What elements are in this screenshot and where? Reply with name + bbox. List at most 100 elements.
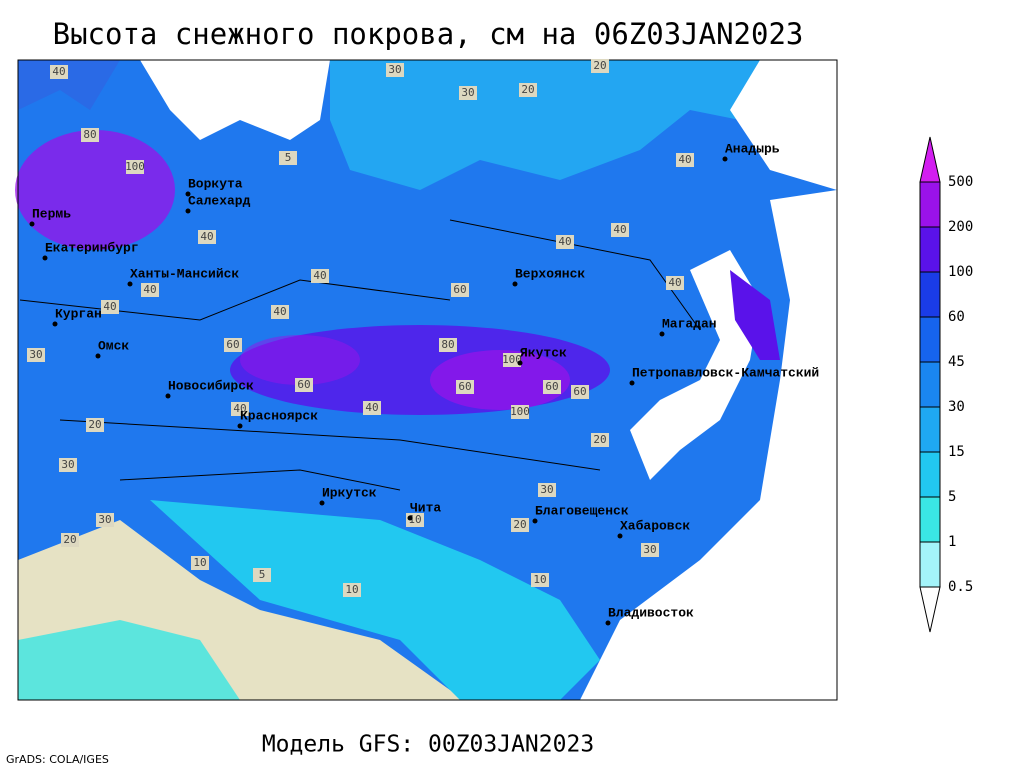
contour-label: 30	[643, 543, 656, 556]
contour-label: 30	[61, 458, 74, 471]
colorbar-label: 5	[948, 489, 956, 505]
contour-label: 80	[83, 128, 96, 141]
contour-label: 40	[558, 235, 571, 248]
contour-label-bg	[538, 483, 556, 497]
title: Высота снежного покрова, см на 06Z03JAN2…	[53, 17, 804, 51]
city-dot	[605, 620, 611, 626]
contour-label: 20	[521, 83, 534, 96]
colorbar-segment	[919, 541, 941, 588]
contour-label: 10	[533, 573, 546, 586]
region	[150, 500, 600, 700]
kamchatka	[730, 270, 780, 360]
contour-label-bg	[439, 338, 457, 352]
contour-label-bg	[253, 568, 271, 582]
contour-label-bg	[666, 276, 684, 290]
sea-of-okhotsk	[630, 250, 760, 480]
contour-label-bg	[224, 338, 242, 352]
contour-label: 40	[143, 283, 156, 296]
contour-label: 60	[226, 338, 239, 351]
colorbar-segment	[919, 316, 941, 363]
contour-label-bg	[556, 235, 574, 249]
contour-label-bg	[641, 543, 659, 557]
contour-label: 20	[593, 59, 606, 72]
sea	[730, 60, 837, 190]
city-dot	[722, 156, 728, 162]
colorbar-label: 45	[948, 354, 965, 370]
city-label: Магадан	[662, 316, 717, 331]
contour-label: 60	[573, 385, 586, 398]
city-dot	[185, 208, 191, 214]
city-dot	[42, 255, 48, 261]
contour-label: 60	[458, 380, 471, 393]
contour-label: 100	[125, 160, 145, 173]
contour-label-bg	[141, 283, 159, 297]
map-frame	[17, 59, 838, 701]
contour-label: 20	[593, 433, 606, 446]
region	[330, 60, 760, 190]
contour-label-bg	[343, 583, 361, 597]
colorbar-segment	[919, 271, 941, 318]
model-label: Модель GFS: 00Z03JAN2023	[262, 732, 594, 758]
colorbar-label: 200	[948, 219, 973, 235]
city-label: Верхоянск	[515, 266, 585, 281]
city-label: Якутск	[520, 345, 567, 360]
colorbar-label: 0.5	[948, 579, 973, 595]
city-label: Новосибирск	[168, 378, 254, 393]
contour-label: 20	[63, 533, 76, 546]
contour-label: 40	[313, 269, 326, 282]
contour-label-bg	[50, 65, 68, 79]
contour-label: 20	[88, 418, 101, 431]
contour-label-bg	[511, 405, 529, 419]
ocean	[580, 190, 837, 700]
contour-label: 40	[103, 300, 116, 313]
city-label: Хабаровск	[620, 518, 690, 533]
contour-label-bg	[191, 556, 209, 570]
contour-label: 40	[668, 276, 681, 289]
credit: GrADS: COLA/IGES	[6, 753, 109, 766]
contour-label-bg	[543, 380, 561, 394]
contour-label-bg	[511, 518, 529, 532]
contour-label: 30	[388, 63, 401, 76]
snow-max	[430, 350, 570, 410]
snow-max	[240, 335, 360, 385]
city-dot	[127, 281, 133, 287]
contour-label-bg	[591, 59, 609, 73]
contour-label-bg	[531, 573, 549, 587]
contour-label-bg	[101, 300, 119, 314]
city-label: Воркута	[188, 176, 243, 191]
city-label: Петропавловск-Камчатский	[632, 365, 819, 380]
contour-label-bg	[591, 433, 609, 447]
contour-label: 80	[441, 338, 454, 351]
colorbar-label: 500	[948, 174, 973, 190]
region	[18, 620, 240, 700]
colorbar-bottom	[919, 586, 941, 633]
contour-label-bg	[311, 269, 329, 283]
city-dot	[185, 191, 191, 197]
city-dot	[52, 321, 58, 327]
city-label: Анадырь	[725, 141, 780, 156]
snow-max	[15, 130, 175, 250]
contour-label: 60	[297, 378, 310, 391]
contour-label-bg	[503, 353, 521, 367]
contour-label-bg	[59, 458, 77, 472]
sea	[140, 60, 330, 140]
contour-label-bg	[295, 378, 313, 392]
city-dot	[165, 393, 171, 399]
colorbar-top	[919, 136, 941, 183]
contour-label: 10	[345, 583, 358, 596]
contour-label: 60	[453, 283, 466, 296]
contour-label-bg	[61, 533, 79, 547]
contour-label-bg	[96, 513, 114, 527]
colorbar-label: 15	[948, 444, 965, 460]
city-label: Екатеринбург	[45, 240, 139, 255]
contour-label-bg	[519, 83, 537, 97]
contour-label-bg	[571, 385, 589, 399]
contour-label: 40	[365, 401, 378, 414]
city-label: Пермь	[32, 206, 71, 221]
contour-label-bg	[271, 305, 289, 319]
city-dot	[29, 221, 35, 227]
city-label: Владивосток	[608, 605, 694, 620]
city-dot	[629, 380, 635, 386]
city-label: Чита	[410, 500, 441, 515]
colorbar-label: 60	[948, 309, 965, 325]
